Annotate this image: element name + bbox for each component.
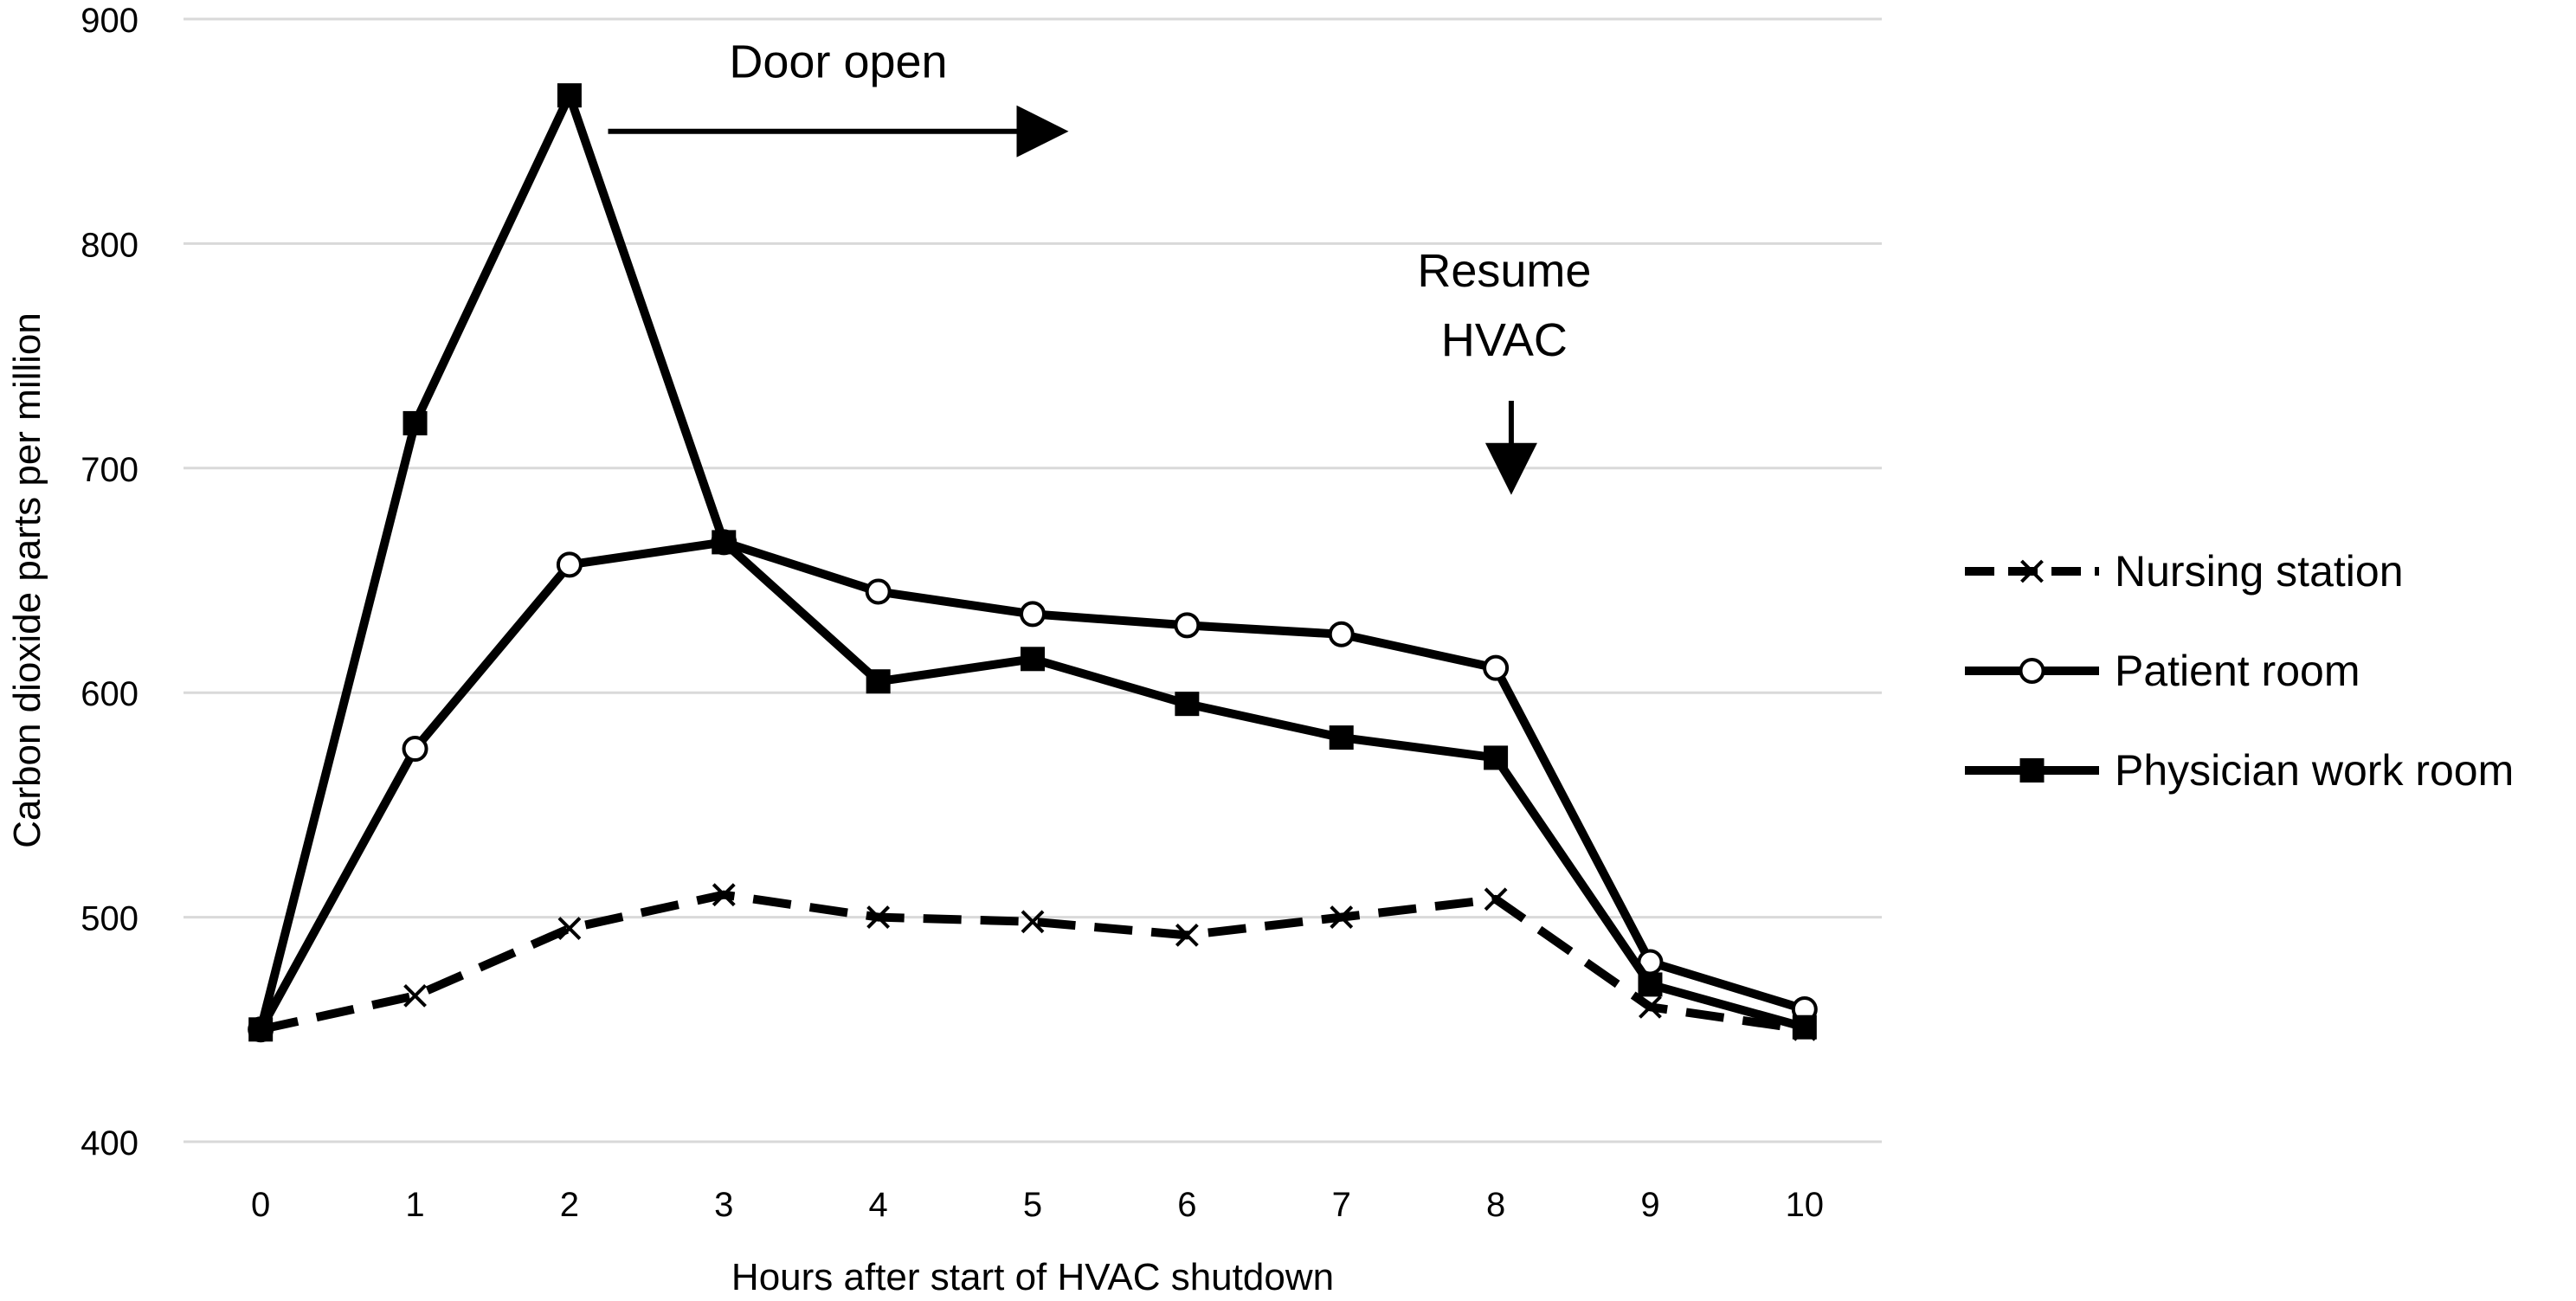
marker-stroke: [712, 883, 736, 907]
data-point: [1792, 1014, 1817, 1040]
data-point: [1175, 923, 1199, 947]
x-tick-label: 2: [560, 1186, 579, 1224]
data-point: [1330, 905, 1354, 930]
y-tick-label: 400: [80, 1124, 138, 1163]
marker-stroke: [557, 917, 582, 940]
gridlines: [184, 17, 1882, 1143]
legend-label: Physician work room: [2115, 746, 2514, 795]
y-tick-label: 500: [80, 900, 138, 938]
legend-marker: [2020, 559, 2044, 583]
series-line: [260, 890, 1806, 1034]
x-tick-label: 3: [714, 1186, 733, 1224]
annotation-resume-hvac: HVAC: [1441, 314, 1568, 366]
data-point: [402, 736, 428, 763]
legend-marker: [2019, 658, 2045, 684]
y-tick-label: 700: [80, 451, 138, 489]
legend-item: Patient room: [1965, 647, 2360, 695]
y-tick-label: 900: [80, 2, 138, 40]
data-point: [1020, 601, 1046, 628]
annotation-door-open: Door open: [729, 36, 947, 88]
x-tick-label: 9: [1640, 1186, 1659, 1224]
marker-stroke: [1175, 923, 1199, 947]
legend-marker: [2019, 758, 2045, 783]
x-tick-label: 5: [1023, 1186, 1042, 1224]
data-point: [248, 1017, 274, 1042]
legend-item: Physician work room: [1965, 746, 2514, 795]
data-point: [1638, 972, 1663, 997]
y-tick-label: 800: [80, 226, 138, 264]
data-point: [712, 883, 736, 907]
x-tick-label: 8: [1486, 1186, 1505, 1224]
marker-stroke: [403, 983, 427, 1008]
x-axis-label: Hours after start of HVAC shutdown: [731, 1256, 1334, 1298]
marker-stroke: [1330, 905, 1354, 930]
x-tick-label: 6: [1177, 1186, 1196, 1224]
data-point: [1484, 745, 1509, 770]
legend: Nursing station Patient room Physician wor…: [1965, 547, 2514, 795]
data-point: [1021, 647, 1045, 672]
data-point: [1174, 612, 1201, 639]
marker-stroke: [2020, 559, 2044, 583]
marker-stroke: [1484, 887, 1508, 911]
series-line: [256, 91, 1806, 1032]
x-tick-label: 4: [869, 1186, 888, 1224]
x-axis: Hours after start of HVAC shutdown 0 1 2 3 4…: [251, 1186, 1824, 1298]
series-lines: [248, 83, 1818, 1043]
x-tick-label: 0: [251, 1186, 270, 1224]
data-point: [1329, 725, 1354, 750]
data-point: [1328, 621, 1355, 647]
marker-stroke: [866, 905, 891, 930]
data-point: [865, 578, 892, 605]
data-point: [556, 551, 583, 578]
legend-label: Patient room: [2115, 647, 2360, 695]
annotations: Door open Resume HVAC: [608, 36, 1591, 495]
data-point: [1021, 910, 1045, 934]
data-point: [712, 530, 737, 555]
series-physician-work-room: [248, 83, 1817, 1042]
data-point: [402, 410, 428, 435]
series-nursing-station: [248, 883, 1817, 1041]
data-point: [557, 83, 582, 108]
marker-stroke: [1639, 995, 1662, 1019]
y-tick-label: 600: [80, 675, 138, 713]
data-point: [1175, 692, 1200, 717]
x-tick-label: 1: [405, 1186, 424, 1224]
x-tick-label: 7: [1332, 1186, 1351, 1224]
data-point: [866, 905, 891, 930]
data-point: [1483, 654, 1510, 681]
data-point: [403, 983, 427, 1008]
data-point: [866, 669, 891, 694]
marker-stroke: [1021, 910, 1045, 934]
y-axis-label: Carbon dioxide parts per million: [6, 312, 48, 848]
data-point: [1639, 995, 1662, 1019]
annotation-resume-hvac: Resume: [1417, 245, 1591, 297]
data-point: [1484, 887, 1508, 911]
legend-item: Nursing station: [1965, 547, 2404, 596]
legend-label: Nursing station: [2115, 547, 2404, 596]
data-point: [557, 917, 582, 940]
x-tick-label: 10: [1786, 1186, 1825, 1224]
y-axis: Carbon dioxide parts per million 400 500 6…: [6, 2, 138, 1163]
